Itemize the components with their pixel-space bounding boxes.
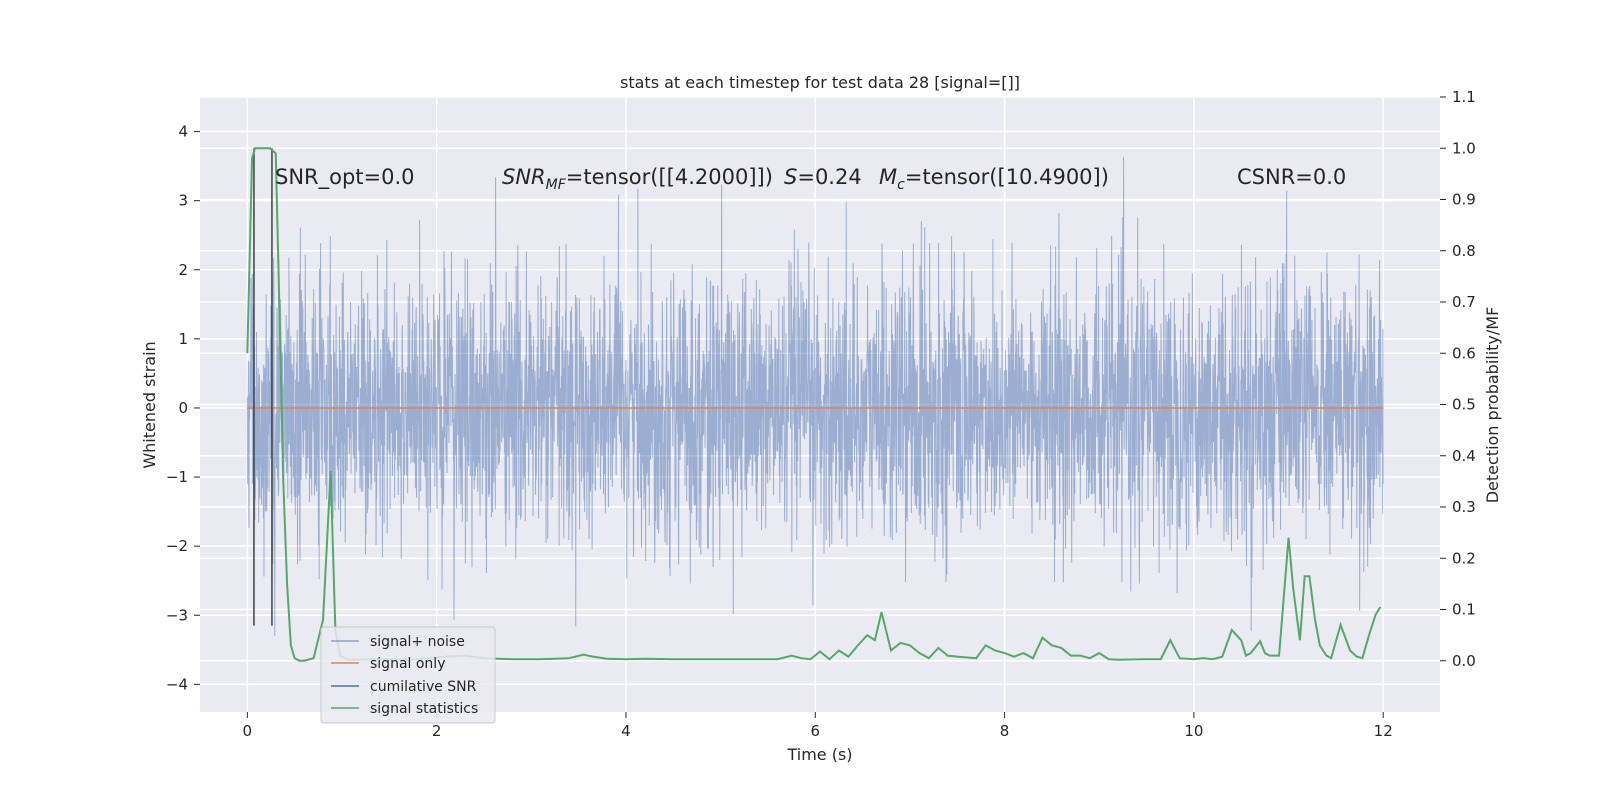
y-right-tick-label: 0.9 — [1452, 191, 1476, 209]
annotation-s-symbol: S — [784, 165, 797, 189]
y-left-tick-label: 1 — [178, 330, 188, 348]
series-signal-plus-noise — [246, 156, 1384, 636]
x-axis-label: Time (s) — [786, 745, 852, 764]
annotation-mc-sub: c — [897, 177, 905, 193]
annotation-snr-mf-value: =tensor([[4.2000]]) — [566, 165, 773, 189]
y-left-tick-label: 3 — [178, 192, 188, 210]
y-left-tick-label: −3 — [166, 606, 188, 624]
y-axis-left-ticks: −4 −3 −2 −1 0 1 2 3 4 — [166, 123, 200, 693]
annotation-s-value: =0.24 — [797, 165, 861, 189]
y-right-tick-label: 0.4 — [1452, 447, 1476, 465]
y-left-tick-label: −2 — [166, 537, 188, 555]
y-left-tick-label: 0 — [178, 399, 188, 417]
y-right-tick-label: 1.0 — [1452, 139, 1476, 157]
annotation-snr-opt: SNR_opt=0.0 — [275, 165, 415, 190]
annotation-snr-mf-sub: MF — [546, 177, 567, 193]
x-axis-ticks: 0 2 4 6 8 10 12 — [243, 712, 1393, 740]
legend: signal+ noise signal only cumilative SNR… — [320, 626, 496, 724]
x-tick-label: 12 — [1374, 722, 1393, 740]
y-right-tick-label: 0.0 — [1452, 652, 1476, 670]
y-right-tick-label: 0.2 — [1452, 549, 1476, 567]
y-right-tick-label: 0.1 — [1452, 601, 1476, 619]
x-tick-label: 0 — [243, 722, 253, 740]
x-tick-label: 8 — [1000, 722, 1010, 740]
y-axis-right-ticks: 0.0 0.1 0.2 0.3 0.4 0.5 0.6 0.7 0.8 0.9 1.0 1.1 — [1440, 88, 1476, 670]
y-right-tick-label: 0.8 — [1452, 242, 1476, 260]
y-right-tick-label: 0.3 — [1452, 498, 1476, 516]
vertical-markers — [253, 148, 273, 626]
x-tick-label: 10 — [1184, 722, 1203, 740]
y-right-tick-label: 0.7 — [1452, 293, 1476, 311]
annotation-snr-mf-prefix: SNR — [502, 165, 546, 189]
annotation-s: S=0.24 — [784, 165, 862, 189]
y-axis-left-label: Whitened strain — [140, 341, 159, 468]
annotation-csnr: CSNR=0.0 — [1237, 165, 1346, 189]
chart-title: stats at each timestep for test data 28 … — [620, 73, 1020, 92]
y-left-tick-label: −4 — [166, 675, 188, 693]
y-left-tick-label: 4 — [178, 123, 188, 141]
y-left-tick-label: 2 — [178, 261, 188, 279]
legend-label-signal-plus-noise: signal+ noise — [370, 634, 465, 650]
y-left-tick-label: −1 — [166, 468, 188, 486]
y-axis-right-label: Detection probability/MF — [1483, 307, 1502, 504]
legend-box — [320, 626, 496, 724]
annotation-snr-mf: SNRMF=tensor([[4.2000]]) — [502, 165, 773, 193]
y-right-tick-label: 0.5 — [1452, 396, 1476, 414]
legend-label-signal-statistics: signal statistics — [370, 701, 478, 717]
legend-label-signal-only: signal only — [370, 656, 445, 672]
legend-label-cumulative-snr: cumilative SNR — [370, 679, 477, 695]
y-right-tick-label: 1.1 — [1452, 88, 1476, 106]
y-right-tick-label: 0.6 — [1452, 344, 1476, 362]
annotation-mc-value: =tensor([10.4900]) — [905, 165, 1109, 189]
x-tick-label: 4 — [621, 722, 631, 740]
annotation-mc-symbol: M — [879, 165, 897, 189]
x-tick-label: 6 — [810, 722, 820, 740]
x-tick-label: 2 — [432, 722, 442, 740]
annotation-mc: Mc=tensor([10.4900]) — [879, 165, 1109, 193]
